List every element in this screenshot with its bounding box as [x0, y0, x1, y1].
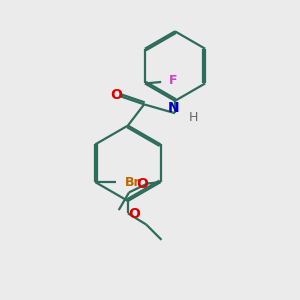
Text: O: O: [136, 177, 148, 190]
Text: O: O: [128, 207, 140, 221]
Text: F: F: [169, 74, 177, 87]
Text: N: N: [168, 101, 179, 115]
Text: H: H: [189, 110, 199, 124]
Text: Br: Br: [125, 176, 141, 189]
Text: O: O: [110, 88, 122, 102]
